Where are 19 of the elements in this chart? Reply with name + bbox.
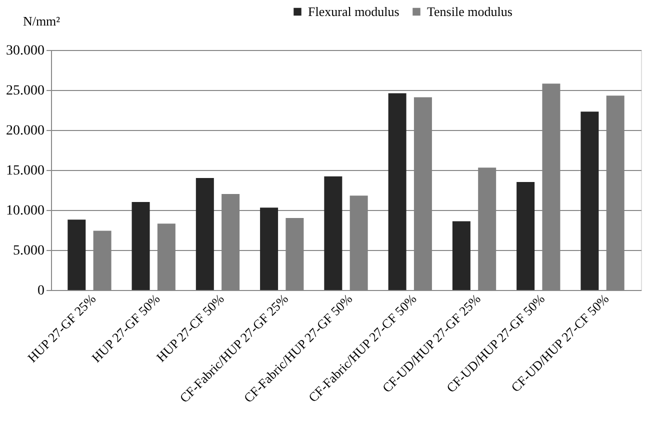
legend-label: Flexural modulus [308,4,400,19]
legend-label: Tensile modulus [427,4,512,19]
y-tick-label: 30.000 [6,44,44,58]
bar [196,178,214,290]
bar [132,202,150,290]
y-tick-label: 15.000 [6,164,44,178]
y-tick-label: 5.000 [13,244,44,258]
y-tick-label: 0 [38,284,44,298]
bar [452,221,470,290]
bar [324,176,342,290]
y-tick-label: 20.000 [6,124,44,138]
bar [580,112,599,290]
bar [68,220,86,290]
bar [260,208,278,290]
y-tick-label: 25.000 [6,84,44,98]
bar [516,182,535,290]
y-tick-label: 10.000 [6,204,44,218]
bar [388,93,406,290]
y-axis-title: N/mm² [22,14,60,28]
